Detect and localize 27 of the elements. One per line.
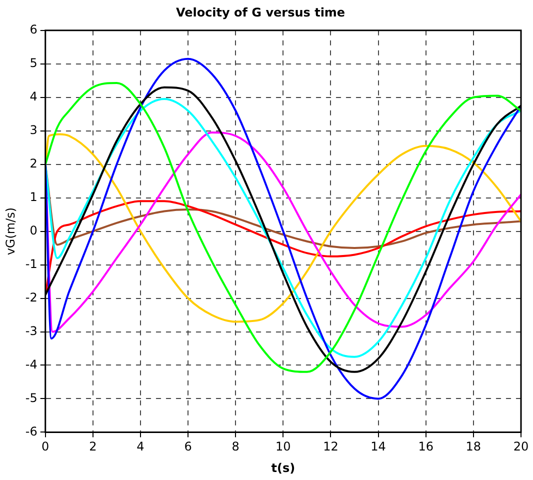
y-tick-label: 4 <box>30 89 38 104</box>
x-tick-label: 14 <box>370 440 386 454</box>
x-tick-label: 4 <box>136 440 144 454</box>
x-tick-label: 2 <box>89 440 97 454</box>
y-tick-label: -5 <box>25 390 38 405</box>
y-tick-label: 6 <box>30 22 38 37</box>
y-tick-label: 3 <box>30 122 38 137</box>
y-tick-label: -6 <box>25 424 38 438</box>
y-tick-label: 1 <box>30 190 38 204</box>
x-tick-label: 8 <box>232 440 240 454</box>
x-tick-label: 12 <box>323 440 338 454</box>
x-tick-label: 20 <box>513 440 529 454</box>
y-tick-label: 5 <box>30 56 38 70</box>
y-tick-label: 0 <box>30 223 38 238</box>
x-axis-title: t(s) <box>271 460 296 475</box>
x-tick-label: 10 <box>276 440 291 454</box>
x-tick-label: 0 <box>42 440 50 454</box>
y-tick-label: -4 <box>25 357 38 372</box>
y-tick-label: -1 <box>25 256 38 271</box>
y-tick-label: -3 <box>25 324 38 338</box>
x-tick-label: 18 <box>466 440 482 454</box>
y-tick-label: 2 <box>30 156 38 170</box>
chart-title: Velocity of G versus time <box>176 5 346 20</box>
y-axis-title: vG(m/s) <box>3 207 18 256</box>
y-tick-label: -2 <box>25 290 38 304</box>
x-tick-label: 16 <box>418 440 434 454</box>
x-tick-label: 6 <box>184 440 192 454</box>
